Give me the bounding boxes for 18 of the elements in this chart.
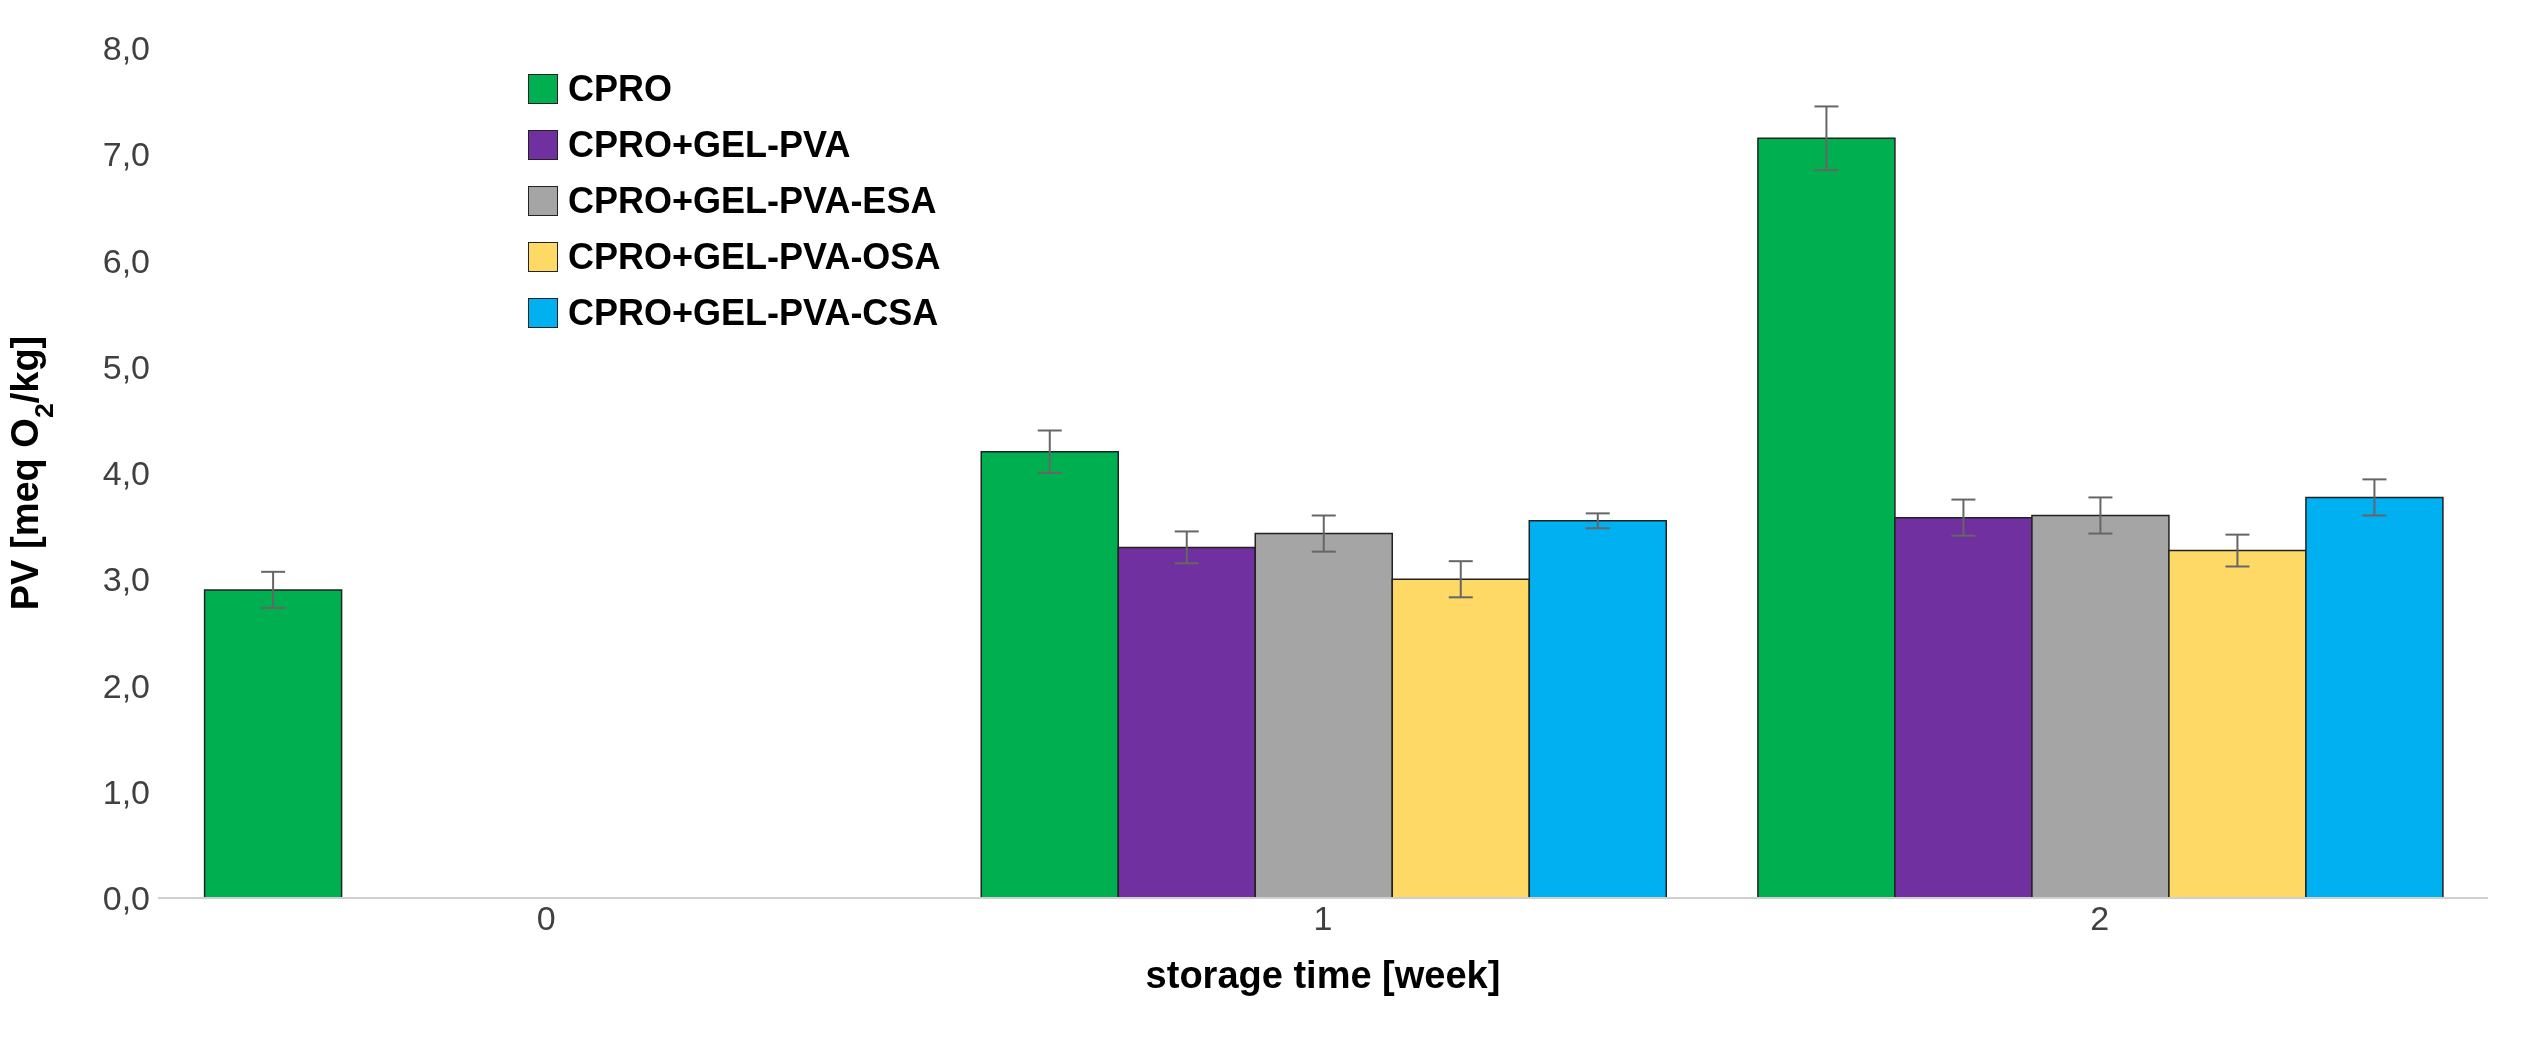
y-tick-label: 8,0 [102, 29, 150, 68]
y-tick-label: 5,0 [102, 347, 150, 386]
legend-label: CPRO+GEL-PVA-ESA [568, 180, 937, 222]
legend-label: CPRO+GEL-PVA-CSA [568, 292, 939, 334]
legend-label: CPRO+GEL-PVA-OSA [568, 236, 941, 278]
y-tick-label: 7,0 [102, 135, 150, 174]
x-tick-label: 1 [1313, 899, 1333, 938]
y-tick-label: 6,0 [102, 241, 150, 280]
y-tick-label: 3,0 [102, 560, 150, 599]
legend-label: CPRO [568, 68, 673, 110]
y-tick-label: 0,0 [102, 879, 150, 918]
legend-label: CPRO+GEL-PVA [568, 124, 851, 166]
y-tick-label: 2,0 [102, 666, 150, 705]
x-axis-title: storage time [week] [1145, 954, 1501, 996]
y-tick-label: 1,0 [102, 772, 150, 811]
x-tick-label: 2 [2090, 899, 2110, 938]
x-tick-label: 0 [536, 899, 556, 938]
y-tick-label: 4,0 [102, 454, 150, 493]
